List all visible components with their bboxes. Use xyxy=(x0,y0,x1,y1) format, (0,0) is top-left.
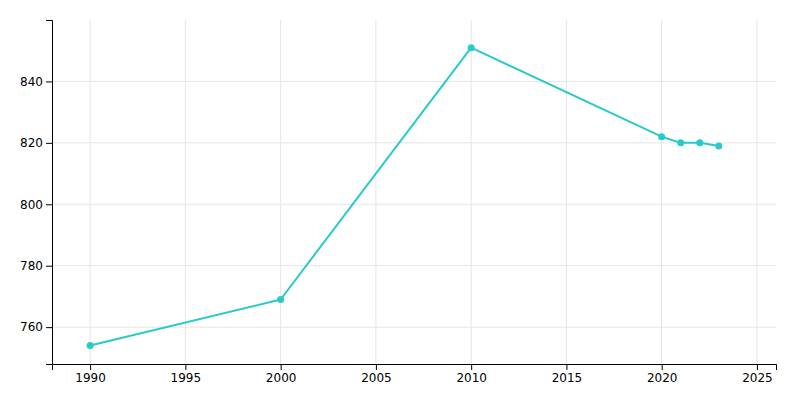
x-axis-line xyxy=(53,365,777,371)
x-tick-label: 2025 xyxy=(742,371,773,385)
x-tick-mark xyxy=(757,364,758,370)
x-grid-line xyxy=(280,20,281,364)
y-tick-label: 800 xyxy=(20,198,43,212)
x-tick-label: 1990 xyxy=(75,371,106,385)
x-grid-line xyxy=(566,20,567,364)
x-tick-mark xyxy=(185,364,186,370)
x-tick-mark xyxy=(281,364,282,370)
x-grid-line xyxy=(90,20,91,364)
line xyxy=(90,48,719,346)
x-tick-label: 2010 xyxy=(456,371,487,385)
y-tick-label: 780 xyxy=(20,259,43,273)
y-grid-line xyxy=(52,81,776,82)
x-grid-line xyxy=(185,20,186,364)
y-tick: 780 xyxy=(20,259,52,273)
marker xyxy=(696,139,703,146)
y-tick-mark xyxy=(46,266,52,267)
y-tick: 800 xyxy=(20,198,52,212)
y-tick-label: 820 xyxy=(20,136,43,150)
x-tick: 2005 xyxy=(361,364,392,385)
y-tick: 840 xyxy=(20,75,52,89)
y-grid-line xyxy=(52,142,776,143)
x-tick-label: 2020 xyxy=(647,371,678,385)
x-tick-label: 2005 xyxy=(361,371,392,385)
plot-area xyxy=(87,44,723,349)
marker xyxy=(277,296,284,303)
x-tick: 2020 xyxy=(647,364,678,385)
y-tick-mark xyxy=(46,81,52,82)
x-tick: 2015 xyxy=(552,364,583,385)
y-tick-mark xyxy=(46,143,52,144)
x-tick-mark xyxy=(471,364,472,370)
marker xyxy=(715,142,722,149)
marker xyxy=(468,44,475,51)
x-grid-line xyxy=(471,20,472,364)
x-tick-mark xyxy=(90,364,91,370)
x-tick: 2010 xyxy=(456,364,487,385)
y-tick: 760 xyxy=(20,320,52,334)
x-tick: 1995 xyxy=(171,364,202,385)
x-grid-line xyxy=(756,20,757,364)
y-grid-line xyxy=(52,327,776,328)
marker xyxy=(677,139,684,146)
x-tick: 2025 xyxy=(742,364,773,385)
y-axis-line xyxy=(46,21,53,365)
x-axis: 1990 1995 2000 2005 2010 2015 2020 2025 xyxy=(53,364,777,385)
x-tick-mark xyxy=(566,364,567,370)
y-tick-mark xyxy=(46,204,52,205)
y-tick-label: 760 xyxy=(20,320,43,334)
x-tick-label: 2015 xyxy=(552,371,583,385)
y-axis: 760 780 800 820 840 xyxy=(20,21,52,365)
x-tick: 1990 xyxy=(75,364,106,385)
x-tick-label: 2000 xyxy=(266,371,297,385)
x-grid-line xyxy=(661,20,662,364)
x-tick-mark xyxy=(662,364,663,370)
y-tick: 820 xyxy=(20,136,52,150)
marker xyxy=(658,133,665,140)
chart: 1990 1995 2000 2005 2010 2015 2020 2025 760 780 80… xyxy=(0,0,800,400)
x-grid-line xyxy=(375,20,376,364)
x-tick-mark xyxy=(376,364,377,370)
x-tick-label: 1995 xyxy=(171,371,202,385)
y-tick-mark xyxy=(46,327,52,328)
marker xyxy=(87,342,94,349)
y-tick-label: 840 xyxy=(20,75,43,89)
grid xyxy=(52,20,776,364)
y-grid-line xyxy=(52,204,776,205)
x-tick: 2000 xyxy=(266,364,297,385)
y-grid-line xyxy=(52,265,776,266)
